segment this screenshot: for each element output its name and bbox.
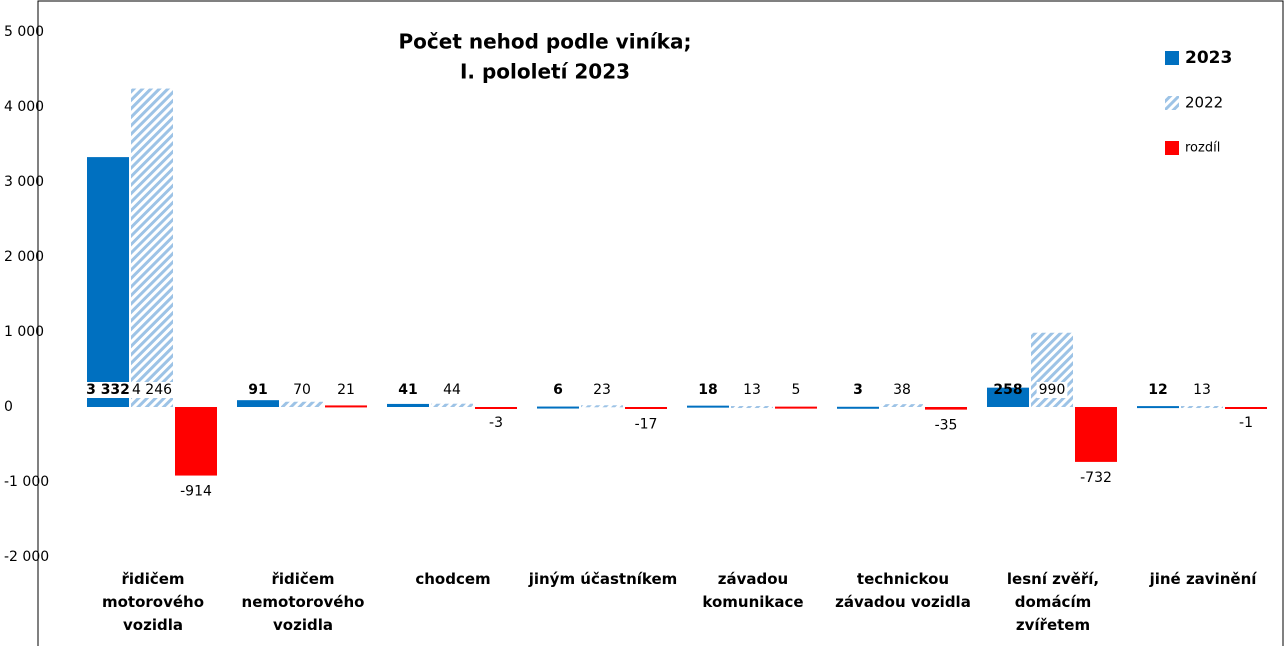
value-label: 38 [893,382,911,398]
x-tick-label: chodcem [415,570,491,588]
value-label: 13 [743,382,761,398]
value-label: -1 [1239,415,1253,431]
value-label: 6 [553,382,563,398]
legend-label: 2023 [1185,48,1232,68]
y-tick-label: 4 000 [4,99,44,115]
x-tick-label: řidičem motorového vozidla [101,570,205,634]
value-label: -17 [635,416,658,432]
bar [387,403,429,407]
value-label: 12 [1148,382,1167,398]
bar [281,401,323,407]
chart-title: I. pololetí 2023 [460,60,630,84]
bar [537,406,579,409]
legend-label: 2022 [1185,94,1223,112]
bar [131,88,173,408]
value-label: -35 [935,418,958,434]
value-label: -914 [180,484,212,500]
legend-swatch [1165,96,1179,110]
value-label: -732 [1080,470,1112,486]
bar [731,406,773,409]
value-label: 91 [248,382,267,398]
value-label: 3 [853,382,863,398]
bar [175,407,217,476]
value-label: 4 246 [132,382,172,398]
y-tick-label: 3 000 [4,174,44,190]
x-tick-label: jiným účastníkem [528,570,678,588]
value-label: 258 [993,382,1022,398]
chart-title: Počet nehod podle viníka; [399,30,692,54]
legend-label: rozdíl [1185,141,1220,156]
value-label: 13 [1193,382,1211,398]
bar [775,406,817,409]
bar [475,407,517,409]
value-label: 3 332 [86,382,130,398]
value-label: 23 [593,382,611,398]
bar [1137,406,1179,409]
bar [987,387,1029,407]
legend-swatch [1165,51,1179,65]
y-tick-label: 5 000 [4,24,44,40]
x-tick-label: technickou závadou vozidla [835,570,971,611]
bar [881,404,923,407]
bar [1225,407,1267,409]
value-label: 18 [698,382,717,398]
value-label: 44 [443,382,461,398]
label-bg [129,382,175,398]
bar [687,405,729,408]
label-bg [84,382,132,398]
bar [925,407,967,410]
y-tick-label: 1 000 [4,324,44,340]
bar [325,405,367,408]
x-tick-label: lesní zvěří, domácím zvířetem [1006,570,1100,634]
value-label: 41 [398,382,417,398]
bar [1181,406,1223,409]
y-tick-label: 2 000 [4,249,44,265]
x-tick-label: závadou komunikace [702,570,804,611]
label-bg [1036,382,1068,398]
bar [237,400,279,407]
y-tick-label: -1 000 [4,474,49,490]
bar [837,406,879,409]
bar [1075,407,1117,462]
frame [37,0,1284,646]
y-tick-label: -2 000 [4,549,49,565]
legend-swatch [1165,141,1179,155]
bar [625,407,667,409]
bar [581,405,623,408]
y-tick-label: 0 [4,399,13,415]
x-tick-label: jiné zavinění [1149,570,1257,588]
bar [87,157,129,407]
x-tick-label: řidičem nemotorového vozidla [241,570,365,634]
value-label: 21 [337,382,355,398]
value-label: 990 [1039,382,1066,398]
bar [431,403,473,407]
value-label: 5 [792,382,801,398]
value-label: 70 [293,382,311,398]
value-label: -3 [489,415,503,431]
